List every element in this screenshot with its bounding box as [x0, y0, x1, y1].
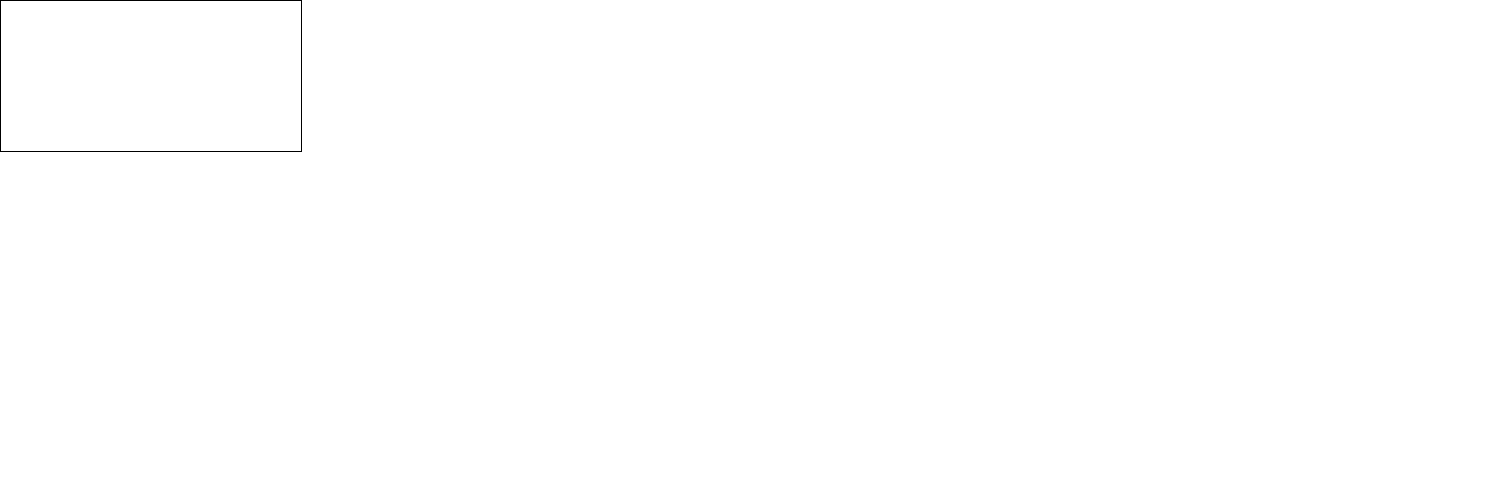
- panel3-colorbar: [0, 0, 302, 152]
